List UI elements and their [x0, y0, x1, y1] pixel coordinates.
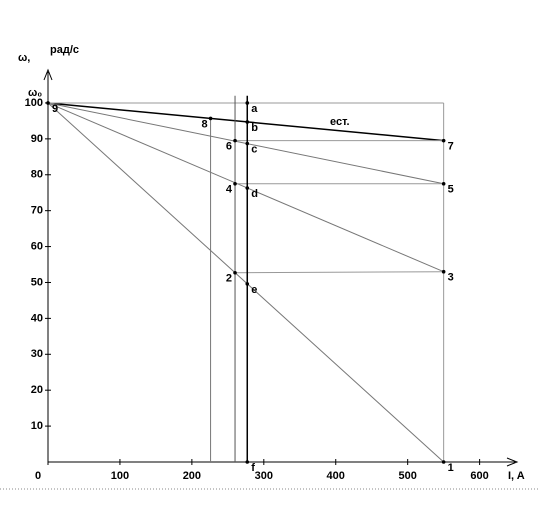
y-tick-label: 60 — [31, 240, 43, 252]
line — [235, 271, 444, 274]
point-label: 5 — [448, 184, 454, 196]
x-tick-label: 100 — [111, 470, 129, 482]
point-label: 1 — [448, 462, 454, 474]
x-tick-label: 500 — [398, 470, 416, 482]
point — [245, 120, 250, 124]
y-tick-label: 90 — [31, 133, 43, 145]
point — [233, 181, 237, 186]
point — [208, 116, 213, 121]
point-label: 6 — [226, 141, 232, 153]
point-label: 2 — [226, 273, 232, 285]
x-tick-label: 400 — [327, 470, 345, 482]
x-tick-label: 0 — [35, 470, 41, 482]
x-axis-label: I, A — [508, 470, 525, 482]
point — [245, 186, 250, 190]
point — [441, 181, 446, 186]
y-tick-label: 30 — [31, 348, 43, 360]
line — [47, 102, 444, 463]
point-label: b — [251, 122, 258, 134]
point — [245, 101, 250, 105]
y-tick-label: 80 — [31, 169, 43, 181]
point-label: e — [251, 284, 257, 296]
x-tick-label: 200 — [183, 470, 201, 482]
point-label: 4 — [226, 184, 233, 196]
point — [245, 141, 250, 146]
point — [441, 269, 446, 274]
x-tick-label: 300 — [255, 470, 273, 482]
y-tick-label: 10 — [31, 420, 43, 432]
point-label: c — [251, 143, 257, 155]
annotation: ест. — [330, 116, 350, 128]
point-label: 9 — [52, 103, 58, 115]
point-label: d — [251, 188, 258, 200]
point — [233, 138, 237, 143]
point — [245, 460, 250, 464]
point-label: a — [251, 103, 258, 115]
point — [233, 270, 237, 275]
y-axis-label: ω, — [18, 52, 30, 64]
x-arrow — [506, 457, 519, 467]
y-tick-label: 40 — [31, 312, 43, 324]
x-tick-label: 600 — [470, 470, 488, 482]
point-label: 7 — [448, 141, 454, 153]
point — [245, 282, 250, 286]
point-label: f — [251, 462, 255, 474]
y-arrow — [43, 68, 53, 81]
point-label: 3 — [448, 272, 454, 284]
point-label: 8 — [201, 118, 207, 130]
point — [46, 101, 50, 105]
point — [441, 460, 446, 464]
y-tick-label: 70 — [31, 205, 43, 217]
y-tick-label: 50 — [31, 276, 43, 288]
point — [441, 138, 446, 143]
y-tick-label: 100 — [25, 97, 43, 109]
y-tick-label: 20 — [31, 384, 43, 396]
origin-label: ω₀ — [28, 87, 42, 99]
y-axis-unit: рад/с — [50, 44, 79, 56]
